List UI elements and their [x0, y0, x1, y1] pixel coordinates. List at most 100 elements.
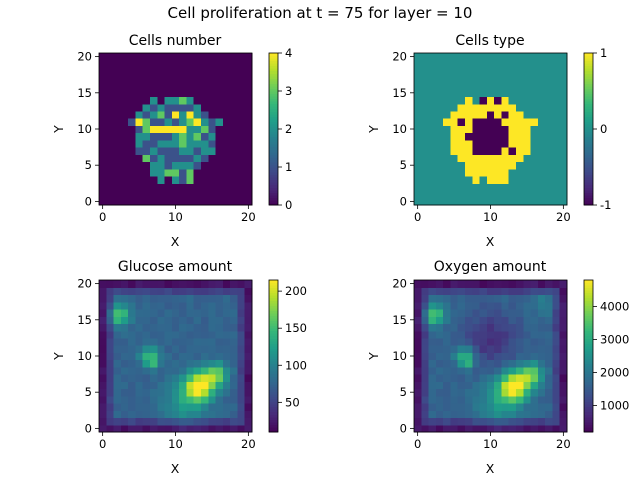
colorbar-segment — [269, 378, 278, 382]
heatmap-cell — [545, 190, 554, 199]
heatmap-cell — [486, 168, 495, 177]
heatmap-cell — [552, 352, 561, 361]
heatmap-cell — [244, 301, 253, 310]
heatmap-cell — [501, 168, 510, 177]
heatmap-cell — [559, 287, 568, 296]
heatmap-cell — [99, 301, 107, 310]
heatmap-cell — [244, 294, 253, 303]
heatmap-cell — [222, 337, 231, 346]
heatmap-cell — [472, 60, 481, 69]
colorbar-segment — [584, 383, 593, 387]
colorbar-tick-label: 50 — [285, 395, 300, 409]
heatmap-cell — [230, 410, 239, 419]
heatmap-cell — [537, 381, 546, 390]
colorbar-segment — [584, 356, 593, 360]
heatmap-cell — [120, 337, 129, 346]
heatmap-cell — [150, 424, 158, 433]
colorbar-segment — [584, 159, 593, 163]
heatmap-cell — [193, 403, 202, 411]
heatmap-cell — [414, 118, 422, 126]
heatmap-cell — [428, 60, 437, 69]
heatmap-cell — [215, 330, 224, 339]
heatmap-cell — [230, 103, 239, 112]
colorbar-segment — [584, 396, 593, 400]
heatmap-cell — [508, 424, 517, 433]
heatmap-cell — [113, 176, 122, 184]
colorbar-segment — [269, 187, 278, 191]
heatmap-cell — [465, 287, 473, 296]
heatmap-cell — [208, 294, 217, 303]
colorbar-segment — [584, 108, 593, 112]
heatmap-cell — [530, 280, 539, 288]
heatmap-cell — [222, 374, 231, 382]
heatmap-cell — [450, 316, 459, 325]
heatmap-cell — [523, 147, 532, 155]
heatmap-cell — [428, 388, 437, 397]
heatmap-cell — [244, 403, 253, 411]
heatmap-cell — [457, 287, 466, 296]
heatmap-cell — [530, 294, 539, 303]
heatmap-cell — [479, 67, 488, 76]
colorbar-segment — [584, 194, 593, 198]
heatmap-cell — [193, 125, 202, 134]
heatmap-cell — [120, 388, 129, 397]
heatmap-cell — [201, 118, 209, 126]
heatmap-cell — [472, 323, 481, 332]
heatmap-cell — [435, 374, 444, 382]
heatmap-cell — [135, 74, 144, 83]
heatmap-cell — [457, 168, 466, 177]
heatmap-cell — [414, 168, 422, 177]
colorbar-segment — [269, 93, 278, 97]
heatmap-cell — [164, 345, 173, 353]
heatmap-cell — [501, 330, 510, 339]
heatmap-cell — [142, 190, 151, 199]
heatmap-cell — [106, 395, 115, 404]
heatmap-cell — [428, 287, 437, 296]
heatmap-cell — [501, 287, 510, 296]
heatmap-cell — [465, 168, 473, 177]
heatmap-cell — [113, 301, 122, 310]
heatmap-cell — [428, 110, 437, 119]
colorbar-segment — [584, 169, 593, 173]
heatmap-cell — [99, 139, 107, 148]
heatmap-cell — [237, 183, 246, 192]
panel-title: Cells type — [455, 33, 524, 49]
heatmap-cell — [545, 410, 554, 419]
heatmap-cell — [237, 118, 246, 126]
x-axis-label: X — [171, 234, 180, 249]
heatmap-cell — [523, 176, 532, 184]
heatmap-cell — [530, 374, 539, 382]
heatmap-cell — [457, 280, 466, 288]
heatmap-cell — [428, 345, 437, 353]
colorbar-segment — [584, 75, 593, 79]
heatmap-cell — [142, 381, 151, 390]
heatmap-cell — [428, 417, 437, 426]
heatmap-cell — [208, 308, 217, 317]
heatmap-cell — [508, 74, 517, 83]
heatmap-cell — [508, 132, 517, 141]
heatmap-cell — [443, 316, 452, 325]
colorbar-segment — [269, 80, 278, 84]
heatmap-cell — [486, 330, 495, 339]
heatmap-cell — [421, 374, 430, 382]
heatmap-cell — [450, 110, 459, 119]
heatmap-cell — [421, 345, 430, 353]
heatmap-cell — [142, 410, 151, 419]
heatmap-cell — [450, 67, 459, 76]
colorbar-segment — [584, 106, 593, 110]
heatmap-cell — [501, 125, 510, 134]
colorbar-segment — [269, 300, 278, 304]
heatmap-cell — [501, 96, 510, 105]
heatmap-cell — [179, 330, 188, 339]
colorbar-segment — [269, 404, 278, 408]
heatmap-cell — [106, 323, 115, 332]
heatmap-cell — [530, 118, 539, 126]
heatmap-cell — [443, 154, 452, 163]
heatmap-cell — [171, 190, 180, 199]
heatmap-cell — [237, 395, 246, 404]
heatmap-cell — [208, 345, 217, 353]
heatmap-cell — [450, 410, 459, 419]
heatmap-cell — [552, 103, 561, 112]
heatmap-cell — [215, 118, 224, 126]
heatmap-cell — [99, 345, 107, 353]
